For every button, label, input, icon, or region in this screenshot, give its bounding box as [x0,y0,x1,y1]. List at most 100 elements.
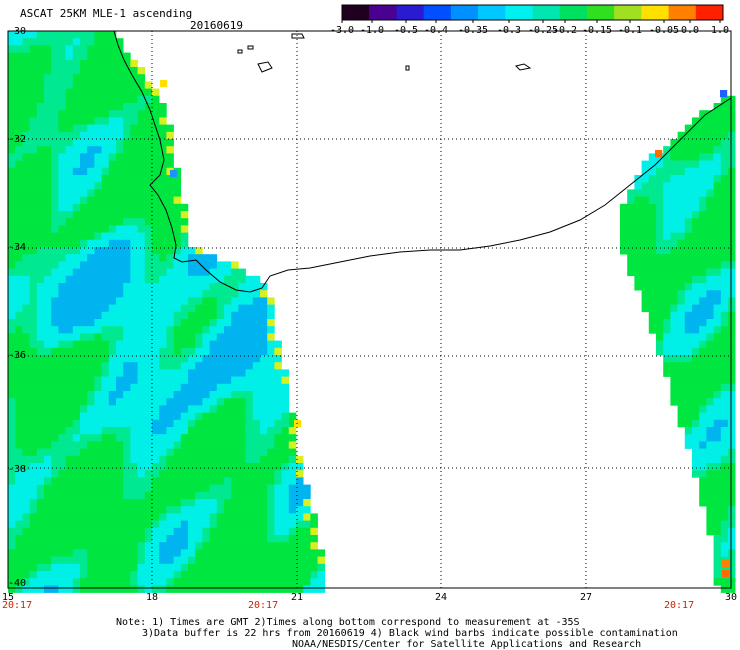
wind-cell [101,499,110,507]
wind-cell [123,218,131,226]
wind-cell [231,398,239,406]
wind-cell [274,513,282,521]
wind-cell [173,362,182,370]
wind-cell [252,405,261,413]
wind-cell [130,585,138,593]
wind-cell [224,441,232,449]
wind-cell [706,182,714,190]
wind-cell [137,477,146,485]
wind-cell [166,203,174,212]
wind-cell [87,571,95,579]
wind-cell [152,160,160,169]
wind-cell [80,491,88,500]
wind-cell [44,556,52,565]
wind-cell [94,340,102,349]
wind-cell [728,527,736,536]
wind-cell [94,38,102,46]
wind-cell [51,448,59,457]
wind-cell [699,124,707,133]
wind-cell [116,477,124,485]
wind-cell [116,369,124,377]
wind-cell [22,355,30,363]
wind-cell [173,304,182,313]
wind-cell [296,535,304,543]
wind-cell [684,211,693,219]
wind-cell [699,448,707,457]
wind-cell [288,499,297,507]
colorbar-tick-label: -1.0 [359,25,385,36]
wind-cell [274,578,282,586]
wind-cell [641,239,650,248]
wind-cell [58,398,66,406]
wind-cell [123,405,131,413]
colorbar-tick-label: -0.1 [617,25,643,36]
wind-cell [144,441,153,449]
wind-cell [123,261,131,269]
wind-cell [72,585,81,593]
wind-cell [728,355,736,363]
wind-cell [36,124,45,133]
wind-cell [72,527,81,536]
wind-cell [144,398,153,406]
wind-cell [720,463,729,471]
wind-cell [224,369,232,377]
lat-label: -34 [8,242,27,253]
wind-cell [260,499,268,507]
wind-cell [130,268,138,277]
wind-cell [94,412,102,421]
wind-cell [80,463,88,471]
wind-cell [123,175,131,183]
wind-cell [8,211,16,219]
wind-cell [692,319,700,327]
wind-cell [209,290,218,298]
wind-cell [58,254,66,262]
wind-cell [123,110,131,118]
wind-cell [80,549,88,557]
wind-cell [144,535,153,543]
wind-cell [22,131,30,140]
wind-cell [713,369,722,377]
wind-cell [656,304,664,313]
wind-cell [72,563,81,572]
wind-cell [29,477,38,485]
wind-cell [87,484,95,493]
wind-cell [116,585,124,593]
wind-cell [152,556,160,565]
wind-cell [159,455,167,464]
wind-cell [94,189,102,197]
wind-cell [44,499,52,507]
wind-cell [713,520,722,529]
wind-cell [245,333,254,341]
wind-cell [29,268,38,277]
wind-cell [159,333,167,341]
wind-cell [252,513,261,521]
wind-cell [245,563,254,572]
wind-cell [116,355,124,363]
wind-cell [670,391,678,399]
wind-cell [152,506,160,514]
wind-cell [101,419,110,428]
wind-cell [116,110,124,118]
wind-cell [144,139,153,147]
wind-cell [101,520,110,529]
wind-cell [130,304,138,313]
wind-cell [65,189,74,197]
wind-cell [137,412,146,421]
wind-cell [51,239,59,248]
wind-cell [80,376,88,385]
wind-cell [152,117,160,125]
wind-cell [720,131,729,140]
wind-cell [44,297,52,305]
wind-cell [706,268,714,277]
wind-cell [137,520,146,529]
wind-cell [22,376,30,385]
wind-cell [8,563,16,572]
wind-cell [231,419,239,428]
wind-cell [22,283,30,291]
wind-cell [677,160,686,169]
wind-cell [166,556,174,565]
wind-cell [188,578,196,586]
wind-cell [245,304,254,313]
wind-cell [699,304,707,313]
